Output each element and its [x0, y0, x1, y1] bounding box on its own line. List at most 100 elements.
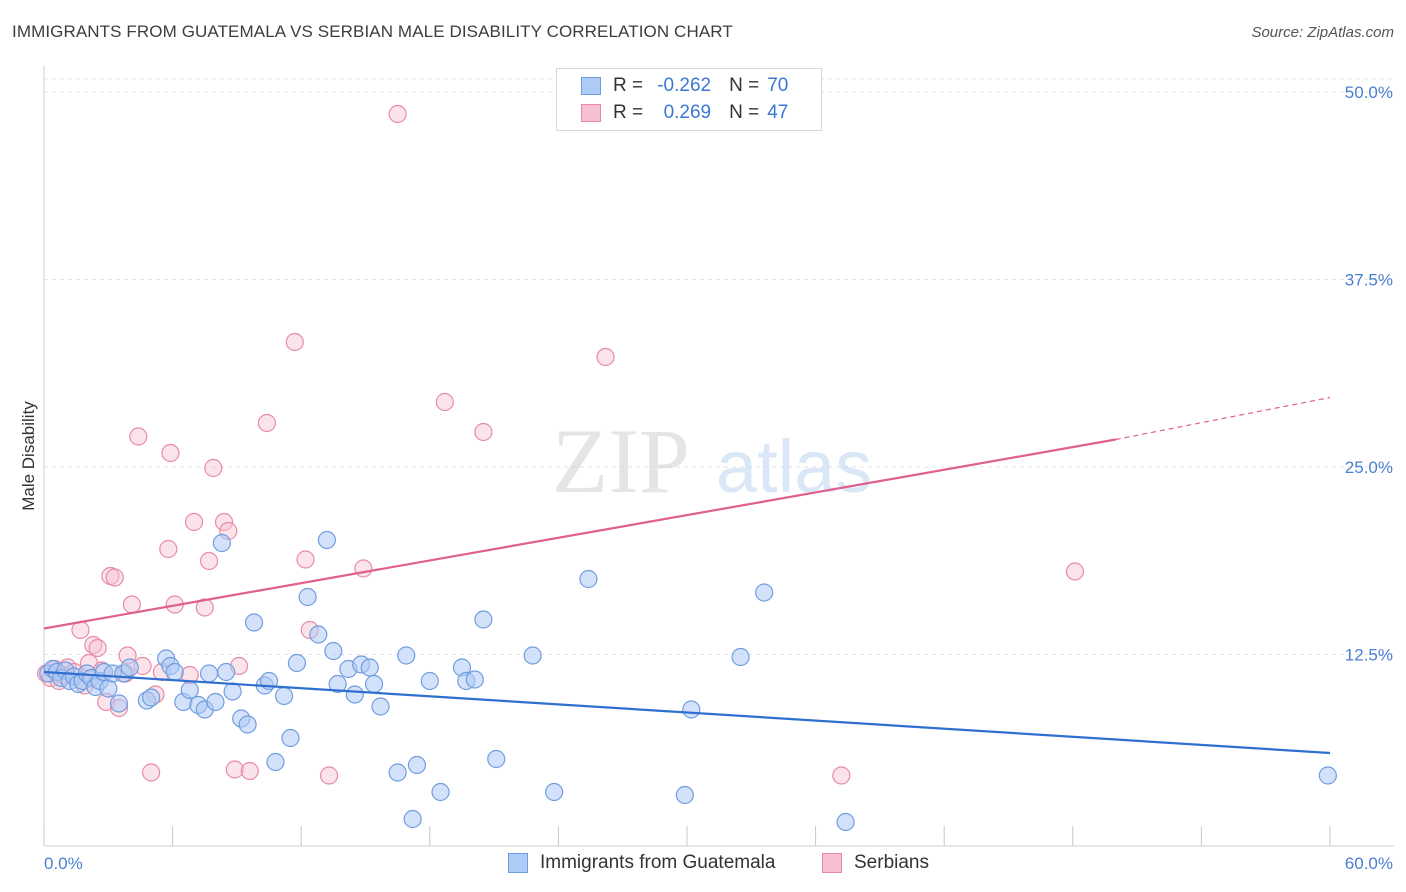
- guatemala-point: [682, 700, 701, 719]
- legend-r-label: R =: [613, 102, 644, 123]
- guatemala-point: [371, 697, 390, 716]
- watermark-zip: ZIP: [552, 410, 690, 512]
- guatemala-point: [397, 646, 416, 665]
- legend-r-value-serbians: 0.269: [663, 102, 712, 123]
- guatemala-point: [407, 755, 427, 775]
- serbians-point: [474, 422, 493, 442]
- legend-n-label: N =: [729, 75, 760, 96]
- guatemala-point: [1318, 766, 1337, 785]
- legend-item-guatemala[interactable]: Immigrants from Guatemala: [508, 852, 775, 874]
- guatemala-point: [180, 680, 199, 700]
- serbians-point: [388, 104, 407, 124]
- guatemala-point: [675, 785, 694, 805]
- guatemala-point: [324, 641, 343, 661]
- guatemala-point: [388, 763, 407, 782]
- guatemala-points: [39, 530, 1337, 832]
- serbians-point: [122, 595, 141, 614]
- serbians-point: [159, 539, 178, 559]
- guatemala-point: [523, 646, 542, 665]
- guatemala-point: [431, 782, 450, 802]
- guatemala-point: [345, 685, 364, 704]
- guatemala-point: [545, 782, 564, 802]
- y-axis-label: Male Disability: [19, 401, 38, 511]
- guatemala-point: [109, 694, 129, 713]
- guatemala-point: [206, 692, 225, 712]
- serbians-point: [240, 761, 259, 781]
- guatemala-trend-line: [43, 670, 1331, 755]
- serbians-point: [199, 551, 219, 571]
- series-legend: Immigrants from Guatemala Serbians: [0, 852, 1406, 876]
- serbians-point: [296, 550, 315, 569]
- guatemala-point: [120, 658, 139, 677]
- serbians-point: [257, 413, 277, 433]
- serbians-point: [195, 598, 214, 617]
- source-label: Source: ZipAtlas.com: [1251, 24, 1394, 41]
- legend-r-label: R =: [613, 75, 644, 96]
- guatemala-point: [487, 749, 506, 769]
- guatemala-point: [317, 530, 337, 550]
- serbians-point: [129, 427, 148, 446]
- guatemala-point: [266, 752, 285, 772]
- serbians-point: [832, 766, 851, 785]
- guatemala-point: [287, 653, 307, 673]
- watermark: ZIP atlas: [552, 410, 872, 512]
- guatemala-point: [281, 728, 300, 748]
- legend-n-value-guatemala: 70: [767, 75, 789, 96]
- serbians-trend-line: [43, 438, 1116, 630]
- grid-lines: [44, 78, 1394, 655]
- guatemala-point: [212, 533, 231, 553]
- y-tick-label: 50.0%: [1345, 83, 1393, 102]
- guatemala-point: [142, 688, 161, 707]
- guatemala-point: [755, 583, 774, 602]
- legend-swatch-serbians: [822, 853, 842, 873]
- guatemala-point: [298, 587, 317, 607]
- serbians-point: [204, 458, 223, 478]
- legend-label-guatemala: Immigrants from Guatemala: [540, 852, 776, 873]
- guatemala-point: [199, 664, 219, 683]
- trend-lines: [43, 396, 1331, 755]
- legend-swatch-pink: [581, 104, 601, 122]
- y-tick-label: 12.5%: [1345, 646, 1393, 665]
- guatemala-point: [99, 679, 118, 698]
- guatemala-point: [217, 662, 236, 682]
- chart-title: IMMIGRANTS FROM GUATEMALA VS SERBIAN MAL…: [12, 22, 733, 41]
- guatemala-point: [364, 674, 384, 694]
- guatemala-point: [238, 715, 257, 734]
- correlation-legend: R = -0.262 N = 70 R = 0.269 N = 47: [556, 68, 822, 131]
- serbians-point: [1065, 562, 1085, 581]
- guatemala-point: [403, 809, 422, 829]
- legend-row-guatemala: R = -0.262 N = 70: [581, 74, 788, 98]
- serbians-point: [142, 763, 161, 782]
- x-tick-label: 60.0%: [1345, 854, 1393, 873]
- guatemala-point: [244, 613, 264, 632]
- serbians-point: [105, 568, 124, 587]
- legend-n-label: N =: [729, 102, 760, 123]
- serbians-point: [161, 443, 180, 463]
- guatemala-point: [474, 610, 493, 629]
- guatemala-point: [274, 686, 294, 706]
- guatemala-point: [579, 569, 598, 589]
- guatemala-point: [836, 812, 855, 832]
- guatemala-point: [328, 674, 347, 694]
- serbians-point: [225, 760, 244, 779]
- serbians-point: [184, 512, 204, 532]
- guatemala-point: [165, 662, 184, 682]
- guatemala-point: [309, 625, 328, 644]
- serbians-point: [88, 638, 107, 658]
- legend-r-value-guatemala: -0.262: [657, 75, 712, 96]
- serbians-point: [596, 347, 615, 367]
- axes: [43, 66, 1394, 847]
- serbians-point: [214, 512, 234, 532]
- guatemala-point: [465, 670, 484, 689]
- legend-row-serbians: R = 0.269 N = 47: [581, 101, 788, 125]
- guatemala-point: [223, 682, 242, 701]
- serbians-point: [354, 559, 373, 578]
- serbians-trend-extension: [1115, 396, 1331, 441]
- legend-item-serbians[interactable]: Serbians: [822, 852, 929, 874]
- legend-label-serbians: Serbians: [854, 852, 929, 873]
- guatemala-point: [420, 671, 439, 691]
- tick-labels: 12.5% 25.0% 37.5% 50.0% 0.0% 60.0%: [44, 83, 1393, 873]
- legend-n-value-serbians: 47: [767, 102, 789, 123]
- guatemala-point: [731, 647, 750, 667]
